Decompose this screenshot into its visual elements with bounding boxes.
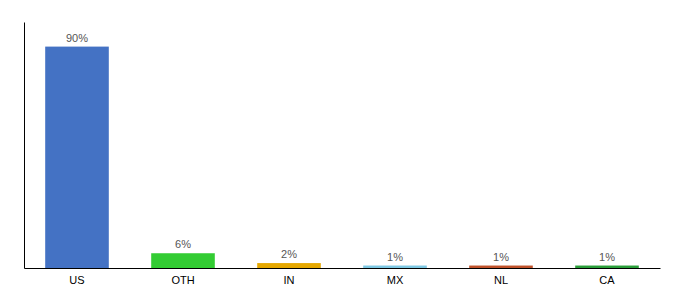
bar: [363, 266, 427, 268]
data-labels: 90% 6% 2% 1% 1% 1%: [66, 32, 615, 263]
data-label: 1%: [599, 251, 615, 263]
x-tick: CA: [599, 274, 615, 286]
x-tick: US: [69, 274, 84, 286]
bar: [151, 253, 215, 268]
data-label: 1%: [387, 251, 403, 263]
data-label: 1%: [493, 251, 509, 263]
x-tick-label: NL: [494, 274, 508, 286]
data-label: 6%: [175, 238, 191, 250]
x-tick: IN: [284, 274, 295, 286]
x-tick: NL: [494, 274, 508, 286]
x-axis: US OTH IN MX NL CA: [25, 269, 661, 286]
data-label: 90%: [66, 32, 88, 44]
x-tick-label: IN: [284, 274, 295, 286]
plot: 90% 6% 2% 1% 1% 1% US OTH IN MX NL CA: [25, 23, 661, 286]
x-tick-label: MX: [387, 274, 404, 286]
y-axis: [24, 23, 25, 269]
bar: [469, 266, 533, 268]
bar: [45, 47, 109, 268]
chart: 90% 6% 2% 1% 1% 1% US OTH IN MX NL CA: [0, 0, 680, 300]
x-tick-label: OTH: [171, 274, 194, 286]
y-axis-line: [24, 23, 25, 269]
x-tick: OTH: [171, 274, 194, 286]
bar: [257, 263, 321, 268]
data-label: 2%: [281, 248, 297, 260]
bar: [575, 266, 639, 268]
x-axis-line: [25, 268, 661, 269]
x-tick: MX: [387, 274, 404, 286]
x-tick-label: CA: [599, 274, 615, 286]
bars: [45, 47, 639, 268]
x-tick-label: US: [69, 274, 84, 286]
